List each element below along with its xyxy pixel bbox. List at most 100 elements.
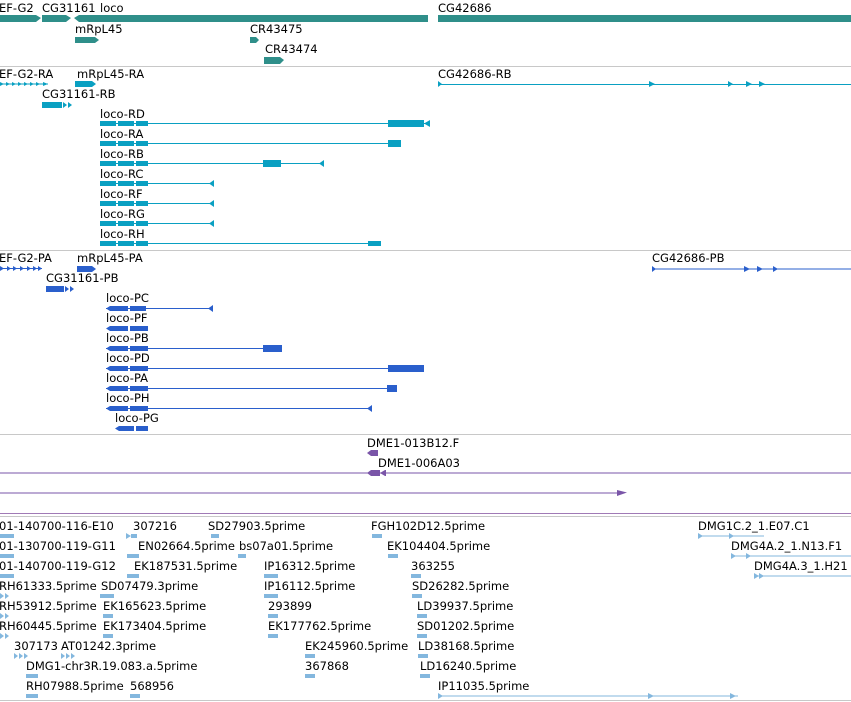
est-glyph: [126, 533, 137, 539]
est-glyph: [0, 613, 9, 619]
est-label: DMG1-chr3R.19.083.a.5prime: [26, 659, 198, 673]
gene-label: CG31161: [42, 1, 96, 15]
gene-ef-g2-glyph: [0, 15, 41, 22]
transcript-loco-rg-glyph: [100, 220, 214, 227]
est-glyph: [438, 693, 738, 699]
clone-dme1-006a03-glyph: [0, 470, 851, 476]
protein-cg42686-pb-glyph: [652, 266, 851, 272]
est-label: bs07a01.5prime: [239, 539, 334, 553]
est-glyph: [268, 634, 278, 638]
est-label: EK104404.5prime: [387, 539, 491, 553]
est-label: SD27903.5prime: [208, 519, 306, 533]
est-label: 01-140700-119-G12: [0, 559, 116, 573]
est-label: 568956: [130, 679, 174, 693]
transcript-label: loco-RG: [100, 207, 145, 221]
est-glyph: [412, 594, 422, 598]
transcript-cg42686-rb-glyph: [438, 81, 851, 87]
transcript-label: loco-RH: [100, 227, 145, 241]
track-separator: [0, 516, 851, 517]
est-glyph: [305, 674, 315, 678]
est-glyph: [103, 614, 113, 618]
est-label: IP11035.5prime: [438, 679, 530, 693]
est-label: DMG4A.2_1.N13.F1: [731, 539, 843, 553]
gene-cg42686-glyph: [438, 15, 851, 22]
gene-mrpl45-glyph: [75, 37, 99, 43]
protein-loco-pa-glyph: [106, 385, 397, 392]
est-label: RH60445.5prime: [0, 619, 97, 633]
protein-label: CG42686-PB: [652, 251, 725, 265]
est-glyph: [127, 554, 139, 558]
est-label: IP16312.5prime: [264, 559, 356, 573]
est-label: LD39937.5prime: [417, 599, 514, 613]
track-separator: [0, 434, 851, 435]
est-label: SD26282.5prime: [412, 579, 510, 593]
transcript-label: CG31161-RB: [42, 87, 116, 101]
est-label: LD38168.5prime: [418, 639, 515, 653]
est-label: EK177762.5prime: [268, 619, 372, 633]
protein-ef-g2-pa-glyph: [0, 266, 42, 271]
est-label: EK245960.5prime: [305, 639, 409, 653]
gene-cr43475-glyph: [250, 37, 259, 43]
est-glyph: [127, 574, 139, 578]
protein-label: CG31161-PB: [46, 271, 119, 285]
transcript-label: EF-G2-RA: [0, 67, 54, 81]
clone-label: DME1-013B12.F: [367, 436, 460, 450]
protein-glyphs: [0, 266, 851, 431]
gene-label: CR43474: [265, 42, 318, 56]
est-glyph: [14, 653, 28, 659]
protein-loco-pb-glyph: [106, 345, 282, 352]
est-label: DMG4A.3_1.H21: [754, 559, 848, 573]
est-label: 293899: [268, 599, 312, 613]
est-glyph: [411, 574, 421, 578]
est-glyph: [0, 633, 9, 639]
est-label: EK187531.5prime: [134, 559, 238, 573]
est-glyph: [305, 654, 315, 658]
transcript-loco-ra-glyph: [100, 140, 401, 147]
est-glyph: [388, 554, 398, 558]
protein-loco-pg-glyph: [115, 426, 148, 431]
est-label: RH61333.5prime: [0, 579, 97, 593]
est-glyph: [0, 574, 14, 578]
est-glyphs: [0, 533, 851, 699]
est-label: 01-140700-116-E10: [0, 519, 114, 533]
transcript-loco-rh-glyph: [100, 241, 381, 246]
gene-glyphs: [0, 15, 851, 64]
est-glyph: [26, 694, 38, 698]
est-glyph: [103, 634, 113, 638]
gene-label: CG42686: [438, 1, 492, 15]
protein-label: loco-PD: [106, 351, 150, 365]
est-glyph: [418, 654, 428, 658]
est-glyph: [754, 573, 851, 579]
transcript-label: loco-RD: [100, 107, 145, 121]
est-glyph: [211, 534, 219, 538]
gene-label: mRpL45: [75, 22, 123, 36]
protein-loco-ph-glyph: [106, 405, 372, 412]
est-glyph: [731, 553, 851, 559]
protein-mrpl45-pa-glyph: [77, 266, 96, 272]
gene-loco-glyph: [74, 15, 428, 22]
transcript-mrpl45-ra-glyph: [75, 81, 96, 87]
protein-label: loco-PA: [106, 371, 149, 385]
transcript-label: mRpL45-RA: [77, 67, 145, 81]
gene-cg31161-glyph: [42, 15, 71, 22]
gene-label: CR43475: [250, 22, 303, 36]
est-glyph: [264, 574, 278, 578]
est-label: DMG1C.2_1.E07.C1: [698, 519, 810, 533]
protein-label: EF-G2-PA: [0, 251, 52, 265]
transcript-label: loco-RC: [100, 167, 144, 181]
transcript-loco-rf-glyph: [100, 200, 214, 207]
est-label: IP16112.5prime: [264, 579, 356, 593]
est-label: LD16240.5prime: [420, 659, 517, 673]
track-separator: [0, 66, 851, 67]
protein-loco-pf-glyph: [106, 326, 148, 331]
transcript-loco-rd-glyph: [100, 120, 430, 127]
est-glyph: [26, 674, 38, 678]
est-glyph: [417, 614, 427, 618]
protein-label: loco-PF: [106, 311, 148, 325]
transcript-label: loco-RA: [100, 127, 144, 141]
est-label: 307173: [14, 639, 58, 653]
clone-label: DME1-006A03: [378, 456, 460, 470]
est-label: 367868: [305, 659, 349, 673]
transcript-label: CG42686-RB: [438, 67, 512, 81]
est-glyph: [417, 634, 427, 638]
